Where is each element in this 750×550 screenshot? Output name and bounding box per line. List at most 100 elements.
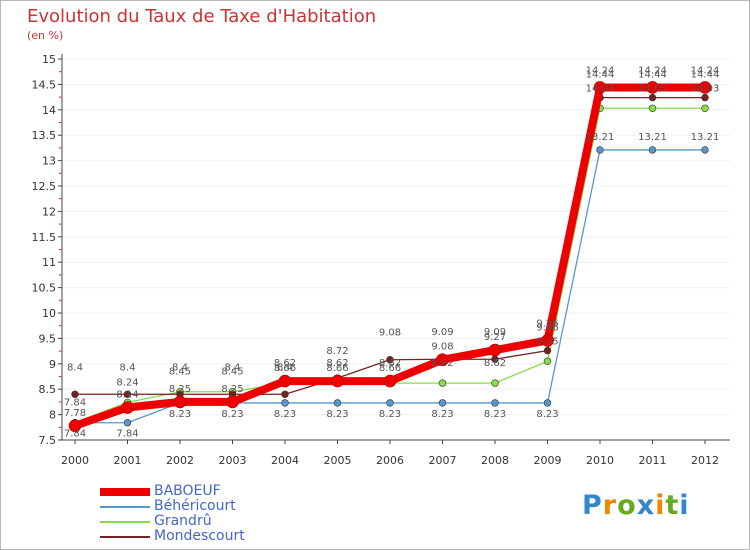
data-point	[491, 399, 499, 407]
data-point	[281, 390, 289, 398]
data-point	[123, 419, 132, 427]
y-tick-label: 10.5	[32, 282, 57, 295]
x-tick-label: 2008	[481, 454, 509, 467]
data-point	[438, 379, 447, 387]
data-label: 8.62	[326, 358, 348, 369]
data-point	[281, 399, 289, 407]
data-point	[698, 81, 712, 94]
legend-swatch	[100, 506, 150, 508]
data-label: 7.78	[64, 408, 86, 419]
data-point	[121, 401, 134, 414]
data-label: 14.44	[586, 69, 615, 80]
data-label: 8.62	[379, 358, 401, 369]
x-tick-label: 2007	[429, 454, 457, 467]
x-tick-label: 2009	[534, 454, 562, 467]
data-label: 14.03	[638, 83, 667, 94]
data-point	[68, 419, 82, 433]
data-point	[438, 399, 447, 407]
data-label: 8.66	[274, 363, 296, 374]
proxiti-logo: Proxiti	[582, 490, 690, 521]
data-label: 8.62	[431, 358, 453, 369]
data-point	[123, 390, 132, 398]
data-label: 8.66	[326, 363, 348, 374]
y-tick-label: 7.5	[39, 434, 57, 447]
logo-letter: r	[602, 490, 618, 521]
data-label: 8.24	[116, 377, 138, 388]
legend-label: Béhéricourt	[154, 498, 236, 514]
data-label: 9.27	[484, 332, 506, 343]
data-label: 9.08	[379, 328, 401, 339]
data-label: 14.24	[691, 66, 720, 77]
data-label: 8.66	[379, 363, 401, 374]
data-point	[648, 93, 657, 102]
chart-title: Evolution du Taux de Taxe d'Habitation	[27, 6, 377, 27]
data-label: 7.84	[64, 429, 86, 440]
x-tick-label: 2006	[376, 454, 404, 467]
data-label: 9.09	[484, 327, 506, 338]
x-tick-label: 2003	[219, 454, 247, 467]
data-point	[386, 399, 394, 407]
data-point	[646, 81, 659, 94]
x-tick-label: 2005	[324, 454, 352, 467]
data-label: 8.62	[274, 358, 296, 369]
legend-swatch	[100, 521, 150, 523]
logo-letter: P	[582, 490, 603, 521]
data-label: 8.45	[221, 367, 243, 378]
x-tick-label: 2000	[61, 454, 89, 467]
y-tick-label: 15	[42, 53, 56, 66]
data-label: 8.45	[169, 367, 191, 378]
data-label: 14.44	[638, 69, 667, 80]
y-tick-label: 13.5	[32, 129, 57, 142]
y-tick-label: 8.5	[39, 383, 57, 396]
data-point	[543, 346, 552, 355]
data-label: 9.09	[431, 327, 453, 338]
data-label: 9.08	[431, 342, 453, 353]
y-tick-label: 13	[42, 155, 56, 168]
data-point	[386, 356, 394, 364]
y-tick-label: 12.5	[32, 180, 57, 193]
x-tick-label: 2011	[639, 454, 667, 467]
data-point	[701, 146, 709, 154]
data-label: 8.23	[326, 409, 348, 420]
data-point	[278, 374, 292, 388]
data-point	[436, 353, 449, 367]
x-tick-label: 2001	[114, 454, 142, 467]
data-label: 8.25	[169, 384, 191, 395]
data-point	[543, 399, 552, 407]
data-label: 7.84	[116, 429, 138, 440]
y-tick-label: 10	[42, 307, 56, 320]
data-label: 8.62	[484, 358, 506, 369]
data-label: 7.84	[64, 398, 86, 409]
legend-swatch	[100, 536, 150, 538]
data-label: 8.4	[277, 362, 293, 373]
legend-label: BABOEUF	[154, 483, 221, 499]
data-point	[593, 81, 607, 94]
data-label: 8.72	[326, 346, 348, 357]
y-tick-label: 9	[49, 358, 56, 371]
data-point	[331, 374, 344, 388]
data-point	[701, 93, 709, 102]
data-label: 8.4	[67, 362, 83, 373]
data-point	[701, 104, 709, 112]
data-point	[226, 395, 239, 409]
data-label: 14.03	[586, 83, 615, 94]
legend-label: Mondescourt	[154, 528, 245, 544]
x-tick-label: 2010	[586, 454, 614, 467]
data-label: 9.26	[536, 319, 558, 330]
logo-letter: x	[636, 490, 656, 521]
y-tick-label: 8	[49, 409, 56, 422]
data-label: 13.21	[638, 132, 667, 143]
data-label: 8.23	[536, 409, 558, 420]
data-label: 8.23	[484, 409, 506, 420]
y-tick-label: 9.5	[39, 332, 57, 345]
data-label: 13.21	[691, 132, 720, 143]
data-label: 8.23	[169, 409, 191, 420]
data-label: 8.4	[120, 362, 136, 373]
data-label: 8.23	[379, 409, 401, 420]
y-tick-label: 14.5	[32, 78, 57, 91]
data-label: 14.03	[691, 83, 720, 94]
legend-swatch	[100, 488, 150, 496]
y-tick-label: 11	[42, 256, 56, 269]
